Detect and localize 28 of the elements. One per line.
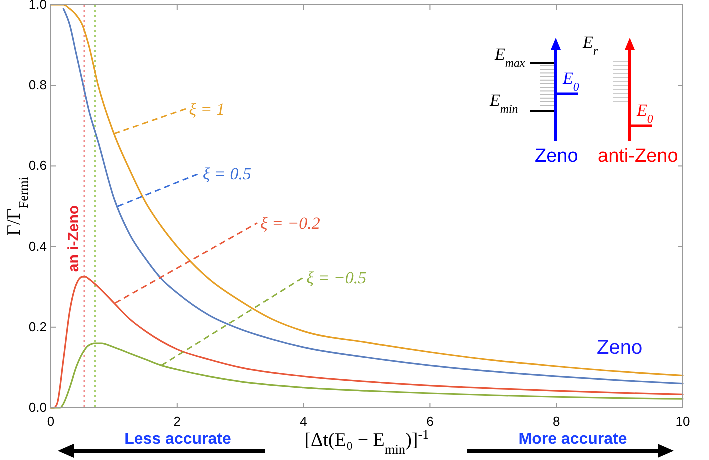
annotation: Zeno [597,337,643,359]
x-tick-label: 8 [552,414,560,429]
annotation: ξ = −0.5 [306,268,367,288]
y-tick-label: 0.8 [28,78,47,93]
x-tick-label: 6 [426,414,434,429]
annotation: E$_{max}$ [494,45,526,70]
x-tick-label: 4 [300,414,308,429]
y-tick-label: 0.0 [28,400,47,415]
annotation: ξ = 1 [189,100,225,119]
y-tick-label: 0.2 [28,319,47,334]
annotation: Zeno [535,146,578,167]
annotation: E$_{r}$ [582,33,598,58]
y-tick-label: 0.4 [28,238,47,254]
y-tick-label: 1.0 [28,0,47,12]
y-tick-label: 0.6 [28,158,47,174]
text: Less accurate [124,431,232,448]
x-tick-label: 10 [676,414,690,429]
annotation: E$_{min}$ [489,91,518,116]
annotation: anti-Zeno [598,146,678,167]
x-tick-label: 2 [174,414,182,429]
text: More accurate [518,431,628,448]
x-tick-label: 0 [47,414,55,429]
ref-line-label: an i-Zeno [65,205,82,272]
x-axis-title: [Δt(E₀ − E$_{min}$)]$^{-1}$ [304,426,430,456]
annotation: E$_{0}$ [562,69,580,94]
annotation: ξ = 0.5 [202,164,252,184]
annotation: E$_{0}$ [636,101,654,126]
annotation: ξ = −0.2 [260,214,321,234]
